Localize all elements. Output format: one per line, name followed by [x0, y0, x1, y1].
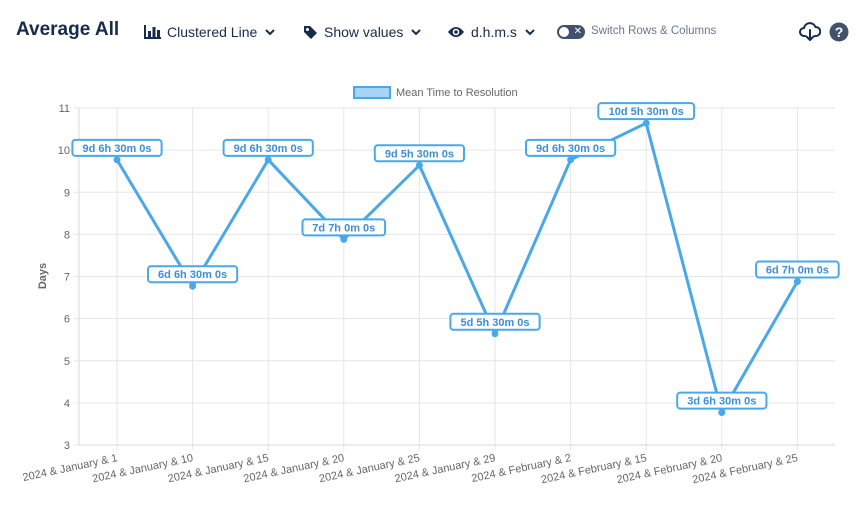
data-point — [340, 235, 348, 243]
toggle-knob — [559, 27, 569, 37]
help-icon[interactable]: ? — [829, 22, 849, 42]
data-label-box — [597, 102, 696, 121]
data-label-box — [301, 218, 387, 237]
y-tick-label: 11 — [59, 103, 70, 115]
data-point — [113, 156, 121, 164]
data-label-box — [449, 312, 541, 331]
page-title: Average All — [16, 19, 120, 40]
show-values-label: Show values — [324, 24, 404, 40]
series-line — [115, 121, 799, 415]
chevron-down-icon — [525, 28, 535, 36]
data-label: 9d 5h 30m 0s — [385, 148, 454, 160]
tag-icon — [303, 25, 318, 40]
y-tick-label: 9 — [64, 187, 70, 199]
data-label: 9d 6h 30m 0s — [82, 143, 151, 155]
switch-rows-columns-label: Switch Rows & Columns — [591, 25, 717, 37]
data-label: 10d 5h 30m 0s — [609, 106, 684, 118]
data-label-box — [71, 138, 163, 157]
data-label-box — [147, 265, 239, 284]
chart-type-label: Clustered Line — [167, 24, 258, 40]
chart-type-dropdown[interactable]: Clustered Line — [144, 22, 275, 42]
chart-toolbar: Average All Clustered Line Show values d… — [0, 0, 867, 64]
legend-label: Mean Time to Resolution — [396, 87, 518, 99]
y-tick-label: 8 — [64, 229, 70, 241]
close-icon: ✕ — [573, 26, 582, 37]
y-tick-label: 10 — [58, 145, 70, 157]
data-label: 9d 6h 30m 0s — [234, 143, 303, 155]
svg-text:?: ? — [835, 24, 844, 40]
data-label: 6d 7h 0m 0s — [766, 265, 829, 277]
data-point — [189, 282, 197, 290]
data-label-box — [755, 260, 840, 279]
data-point — [718, 409, 726, 417]
legend-swatch — [353, 86, 391, 99]
eye-icon — [447, 25, 465, 39]
data-label-box — [222, 138, 314, 157]
data-point — [264, 156, 272, 164]
cloud-download-icon[interactable] — [799, 22, 821, 42]
data-label-box — [525, 138, 617, 157]
y-tick-label: 6 — [64, 314, 70, 326]
time-format-dropdown[interactable]: d.h.m.s — [447, 22, 535, 42]
data-point — [567, 156, 575, 164]
data-point — [491, 330, 499, 338]
data-label-box — [373, 144, 465, 163]
data-label: 7d 7h 0m 0s — [312, 222, 375, 234]
y-tick-label: 3 — [64, 440, 70, 452]
chevron-down-icon — [265, 28, 275, 36]
chevron-down-icon — [411, 28, 422, 36]
data-point — [415, 161, 423, 169]
switch-rows-columns-toggle[interactable]: ✕ — [557, 25, 585, 39]
data-label: 3d 6h 30m 0s — [687, 396, 756, 408]
time-format-label: d.h.m.s — [471, 24, 517, 40]
y-tick-label: 5 — [64, 356, 70, 368]
show-values-dropdown[interactable]: Show values — [303, 22, 422, 42]
data-point — [642, 119, 650, 127]
data-label: 6d 6h 30m 0s — [158, 269, 227, 281]
bar-chart-icon — [144, 25, 161, 39]
y-axis-title: Days — [37, 263, 49, 289]
data-point — [793, 278, 801, 286]
y-tick-label: 4 — [64, 398, 70, 410]
y-tick-label: 7 — [64, 272, 70, 284]
data-label: 5d 5h 30m 0s — [460, 317, 529, 329]
data-label-box — [676, 391, 768, 410]
data-label: 9d 6h 30m 0s — [536, 143, 605, 155]
